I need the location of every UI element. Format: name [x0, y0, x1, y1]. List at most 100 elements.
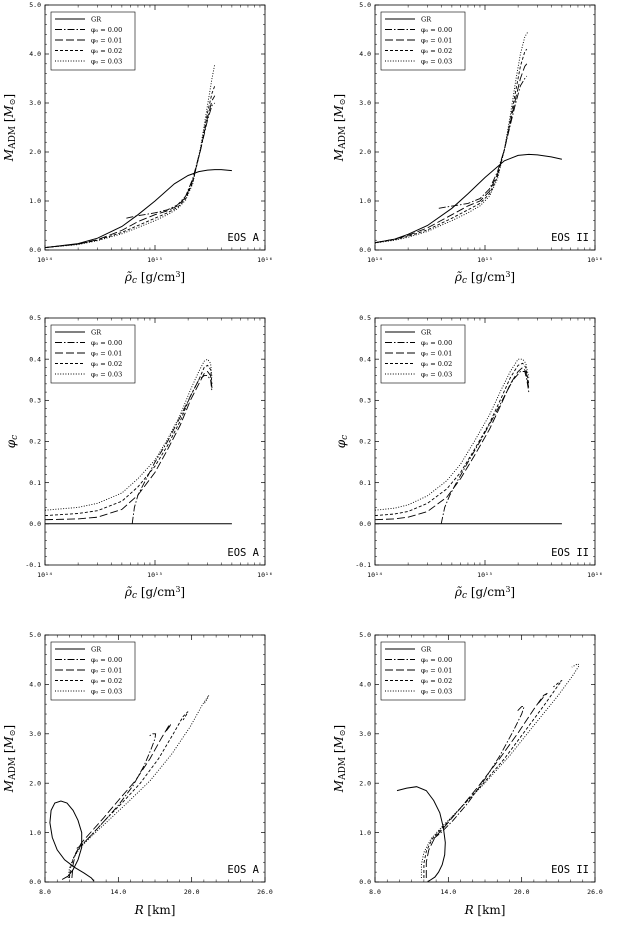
legend: GR φ₀ = 0.00 φ₀ = 0.01 φ₀ = 0.02 φ₀ = 0.03: [380, 324, 466, 384]
x-axis-label-exp: 3: [175, 270, 180, 279]
y-tick-label: 0.0: [359, 246, 371, 254]
series-group: [396, 663, 580, 882]
x-tick-label: 10¹⁶: [587, 571, 603, 579]
y-axis-label-sun: ⊙: [338, 729, 347, 736]
y-axis-label-unit: [: [2, 748, 16, 757]
legend-box: [380, 641, 466, 701]
x-axis-label-symbol: ρ̃: [454, 270, 462, 284]
y-axis-label-symbol: M: [332, 779, 346, 793]
series-line: [375, 63, 528, 244]
series-line: [375, 153, 563, 244]
series-group: [45, 358, 232, 525]
y-tick-label: 0.1: [29, 479, 41, 487]
y-tick-label: 3.0: [29, 99, 41, 107]
legend-box: [380, 324, 466, 384]
legend-label: GR: [91, 645, 102, 653]
y-axis-label-sub: ADM: [338, 757, 348, 781]
series-line: [45, 370, 213, 521]
y-axis-label-unit: [: [2, 117, 16, 126]
y-tick-label: 3.0: [359, 730, 371, 738]
series-line: [425, 692, 548, 878]
legend-label: φ₀ = 0.02: [421, 47, 452, 55]
x-tick-label: 20.0: [184, 888, 200, 896]
y-axis-label-sub: c: [340, 435, 350, 440]
y-axis-label-sun: ⊙: [8, 729, 17, 736]
eos-annotation: EOS II: [551, 547, 589, 559]
series-line: [45, 85, 216, 249]
y-tick-label: 3.0: [29, 730, 41, 738]
series-line: [71, 723, 172, 879]
legend-label: GR: [421, 645, 432, 653]
y-axis-label-unit: [: [332, 748, 346, 757]
y-tick-label: 0.5: [359, 314, 371, 322]
y-tick-label: 0.4: [359, 355, 371, 363]
legend-label: φ₀ = 0.02: [91, 47, 122, 55]
x-axis-label-unit: [km]: [144, 903, 176, 917]
x-axis-label-symbol: R: [464, 903, 474, 917]
legend: GR φ₀ = 0.00 φ₀ = 0.01 φ₀ = 0.02 φ₀ = 0.03: [380, 641, 466, 701]
y-axis-label-msun: M: [332, 735, 346, 749]
y-tick-label: 0.2: [29, 438, 41, 446]
eos-annotation: EOS A: [227, 547, 259, 559]
legend-label: φ₀ = 0.01: [91, 666, 122, 674]
y-axis-label-unit: [: [332, 117, 346, 126]
x-tick-label: 10¹⁴: [37, 571, 53, 579]
x-axis-label-symbol: ρ̃: [454, 585, 462, 599]
x-axis-label-symbol: ρ̃: [124, 270, 132, 284]
series-line: [45, 358, 213, 511]
y-axis-label-close: ]: [332, 725, 346, 730]
legend-label: φ₀ = 0.02: [421, 360, 452, 368]
y-axis-label: φc: [334, 435, 350, 448]
y-tick-label: 0.1: [359, 479, 371, 487]
x-axis-label: ρ̃c [g/cm3]: [454, 270, 515, 286]
x-tick-label: 10¹⁶: [257, 256, 273, 264]
y-tick-label: 0.3: [29, 397, 41, 405]
y-tick-label: 5.0: [29, 1, 41, 9]
y-axis-label-close: ]: [2, 94, 16, 99]
x-axis-label-sub: c: [462, 591, 467, 601]
legend-box: [380, 11, 466, 71]
x-tick-label: 10¹⁵: [477, 256, 493, 264]
y-tick-label: 2.0: [29, 148, 41, 156]
y-tick-label: 2.0: [29, 779, 41, 787]
series-line: [438, 75, 528, 209]
legend-label: φ₀ = 0.03: [421, 57, 452, 65]
series-line: [440, 371, 530, 524]
series-line: [433, 706, 525, 839]
x-tick-label: 10¹⁵: [147, 571, 163, 579]
legend-label: GR: [421, 15, 432, 23]
legend-box: [50, 324, 136, 384]
eos-annotation: EOS A: [227, 864, 259, 876]
legend-label: φ₀ = 0.00: [91, 656, 122, 664]
y-axis-label-symbol: φ: [4, 439, 18, 448]
legend-label: GR: [421, 328, 432, 336]
series-line: [126, 102, 216, 219]
legend-label: φ₀ = 0.03: [91, 57, 122, 65]
x-tick-label: 26.0: [587, 888, 603, 896]
series-line: [423, 680, 563, 878]
legend-box: [50, 641, 136, 701]
y-tick-label: 0.0: [29, 878, 41, 886]
series-line: [375, 31, 529, 244]
y-axis-label: MADM [M⊙]: [332, 94, 348, 162]
y-axis-label: φc: [4, 435, 20, 448]
x-axis-label-unit: [g/cm: [467, 585, 506, 599]
y-tick-label: 0.0: [359, 878, 371, 886]
series-line: [375, 366, 530, 521]
chart-phic-density-eosII: -0.1 0.0 0.1 0.2 0.3 0.4 0.5 10¹⁴ 10¹⁵ 10¹⁶ GR φ₀ =…: [334, 314, 603, 601]
series-line: [396, 786, 446, 882]
series-line: [375, 48, 528, 244]
y-tick-label: 0.3: [359, 397, 371, 405]
x-axis-label-sub: c: [132, 276, 137, 286]
chart-mass-density-eosA: 0.0 1.0 2.0 3.0 4.0 5.0 10¹⁴ 10¹⁵ 10¹⁶ GR φ₀ = 0.0…: [2, 1, 273, 286]
x-axis-label-close: ]: [180, 270, 185, 284]
y-axis-label-symbol: φ: [334, 439, 348, 448]
y-tick-label: 4.0: [359, 681, 371, 689]
legend-label: φ₀ = 0.02: [421, 677, 452, 685]
y-tick-label: 3.0: [359, 99, 371, 107]
legend-box: [50, 11, 136, 71]
eos-annotation: EOS II: [551, 864, 589, 876]
series-line: [45, 63, 216, 249]
y-tick-label: 4.0: [29, 50, 41, 58]
series-group: [49, 695, 210, 882]
